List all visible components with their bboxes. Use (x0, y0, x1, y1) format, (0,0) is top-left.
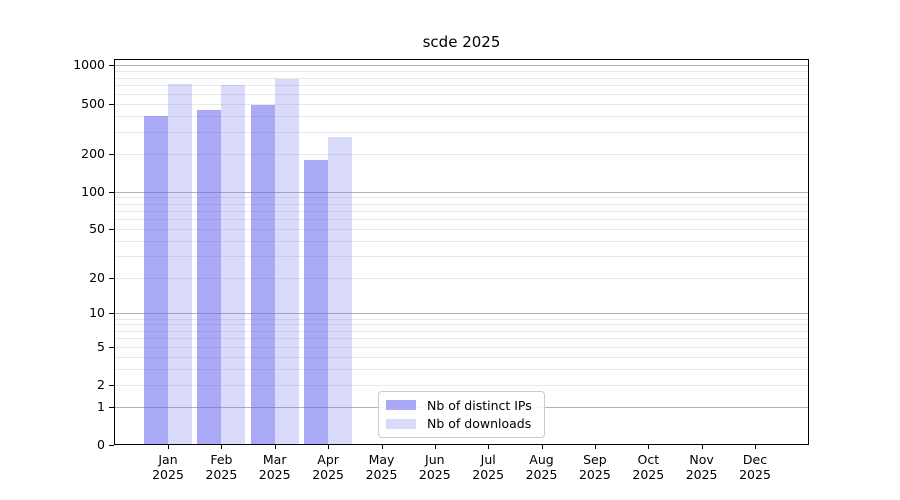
x-tick-mark (701, 445, 703, 449)
y-tick-label: 200 (81, 145, 105, 161)
x-tick-mark (541, 445, 543, 449)
y-gridline-minor (115, 356, 809, 358)
y-gridline-minor (115, 203, 809, 205)
x-tick-mark (381, 445, 383, 449)
y-tick-label: 20 (89, 269, 105, 285)
y-tick-label: 100 (81, 183, 105, 199)
x-tick-mark (594, 445, 596, 449)
legend-label-distinct-ips: Nb of distinct IPs (427, 397, 532, 413)
legend-swatch-downloads (386, 418, 416, 429)
y-tick-mark (109, 313, 114, 315)
y-gridline-major (115, 313, 809, 315)
y-tick-mark (109, 65, 114, 67)
bar-nb-of-distinct-ips-apr (304, 160, 329, 444)
y-tick-label: 0 (97, 437, 105, 452)
y-tick-mark (109, 229, 114, 230)
x-tick-label-aug: Aug 2025 (525, 452, 558, 482)
x-tick-mark (328, 445, 330, 449)
x-tick-label-sep: Sep 2025 (578, 452, 611, 482)
y-gridline-minor (115, 77, 809, 79)
legend-label-downloads: Nb of downloads (427, 416, 532, 432)
y-tick-label: 2 (97, 376, 105, 392)
y-tick-label: 1 (97, 398, 105, 414)
x-tick-mark (434, 445, 436, 449)
y-gridline-minor (115, 338, 809, 340)
x-tick-mark (488, 445, 490, 449)
chart-title: scde 2025 (422, 33, 501, 51)
bar-nb-of-distinct-ips-feb (197, 109, 222, 444)
x-tick-mark (648, 445, 650, 449)
x-tick-mark (755, 445, 756, 449)
bar-nb-of-downloads-feb (221, 85, 246, 444)
y-tick-mark (109, 384, 114, 386)
y-gridline-minor (115, 229, 809, 230)
y-gridline-minor (115, 210, 809, 212)
y-gridline-minor (115, 330, 809, 332)
x-tick-label-dec: Dec 2025 (739, 452, 771, 482)
y-gridline-minor (115, 324, 809, 326)
x-tick-label-nov: Nov 2025 (685, 452, 718, 482)
y-gridline-minor (115, 219, 809, 221)
legend-swatch-distinct-ips (386, 400, 416, 411)
y-gridline-major (115, 65, 809, 67)
y-tick-label: 500 (81, 95, 105, 111)
y-gridline-minor (115, 368, 809, 370)
y-gridline-minor (115, 71, 809, 73)
y-tick-mark (109, 103, 114, 105)
bar-nb-of-downloads-apr (328, 137, 353, 444)
y-tick-mark (109, 406, 114, 408)
x-tick-label-oct: Oct 2025 (632, 452, 665, 482)
y-gridline-major (115, 191, 809, 193)
y-gridline-minor (115, 384, 809, 386)
bar-nb-of-distinct-ips-jan (144, 115, 168, 444)
y-gridline-minor (115, 131, 809, 133)
y-tick-label: 5 (97, 338, 105, 354)
legend-item-downloads: Nb of downloads (386, 416, 538, 431)
y-gridline-minor (115, 85, 809, 86)
y-gridline-minor (115, 277, 809, 279)
x-tick-mark (221, 445, 223, 449)
x-tick-mark (168, 445, 169, 449)
y-tick-mark (109, 153, 114, 155)
x-tick-label-may: May 2025 (365, 452, 398, 482)
y-gridline-minor (115, 256, 809, 258)
x-tick-label-jul: Jul 2025 (472, 452, 505, 482)
y-tick-label: 50 (89, 221, 105, 236)
y-tick-mark (109, 191, 114, 193)
y-tick-mark (109, 445, 114, 446)
x-tick-label-jun: Jun 2025 (418, 452, 451, 482)
y-gridline-minor (115, 346, 809, 348)
y-tick-label: 1000 (73, 57, 105, 73)
y-tick-mark (109, 277, 114, 279)
y-gridline-minor (115, 93, 809, 95)
x-tick-label-mar: Mar 2025 (258, 452, 291, 482)
y-gridline-minor (115, 318, 809, 320)
x-tick-label-jan: Jan 2025 (152, 452, 184, 482)
y-tick-label: 10 (89, 305, 105, 321)
bar-nb-of-distinct-ips-mar (250, 104, 275, 444)
x-tick-mark (274, 445, 276, 449)
legend: Nb of distinct IPs Nb of downloads (378, 391, 545, 438)
y-gridline-minor (115, 241, 809, 242)
y-gridline-minor (115, 103, 809, 105)
y-tick-mark (109, 346, 114, 348)
bar-nb-of-downloads-mar (274, 79, 299, 444)
y-gridline-minor (115, 197, 809, 199)
x-tick-label-apr: Apr 2025 (312, 452, 344, 482)
y-gridline-minor (115, 153, 809, 155)
x-tick-label-feb: Feb 2025 (205, 452, 238, 482)
y-gridline-minor (115, 115, 809, 117)
bar-nb-of-downloads-jan (168, 83, 192, 444)
legend-item-distinct-ips: Nb of distinct IPs (386, 398, 538, 413)
